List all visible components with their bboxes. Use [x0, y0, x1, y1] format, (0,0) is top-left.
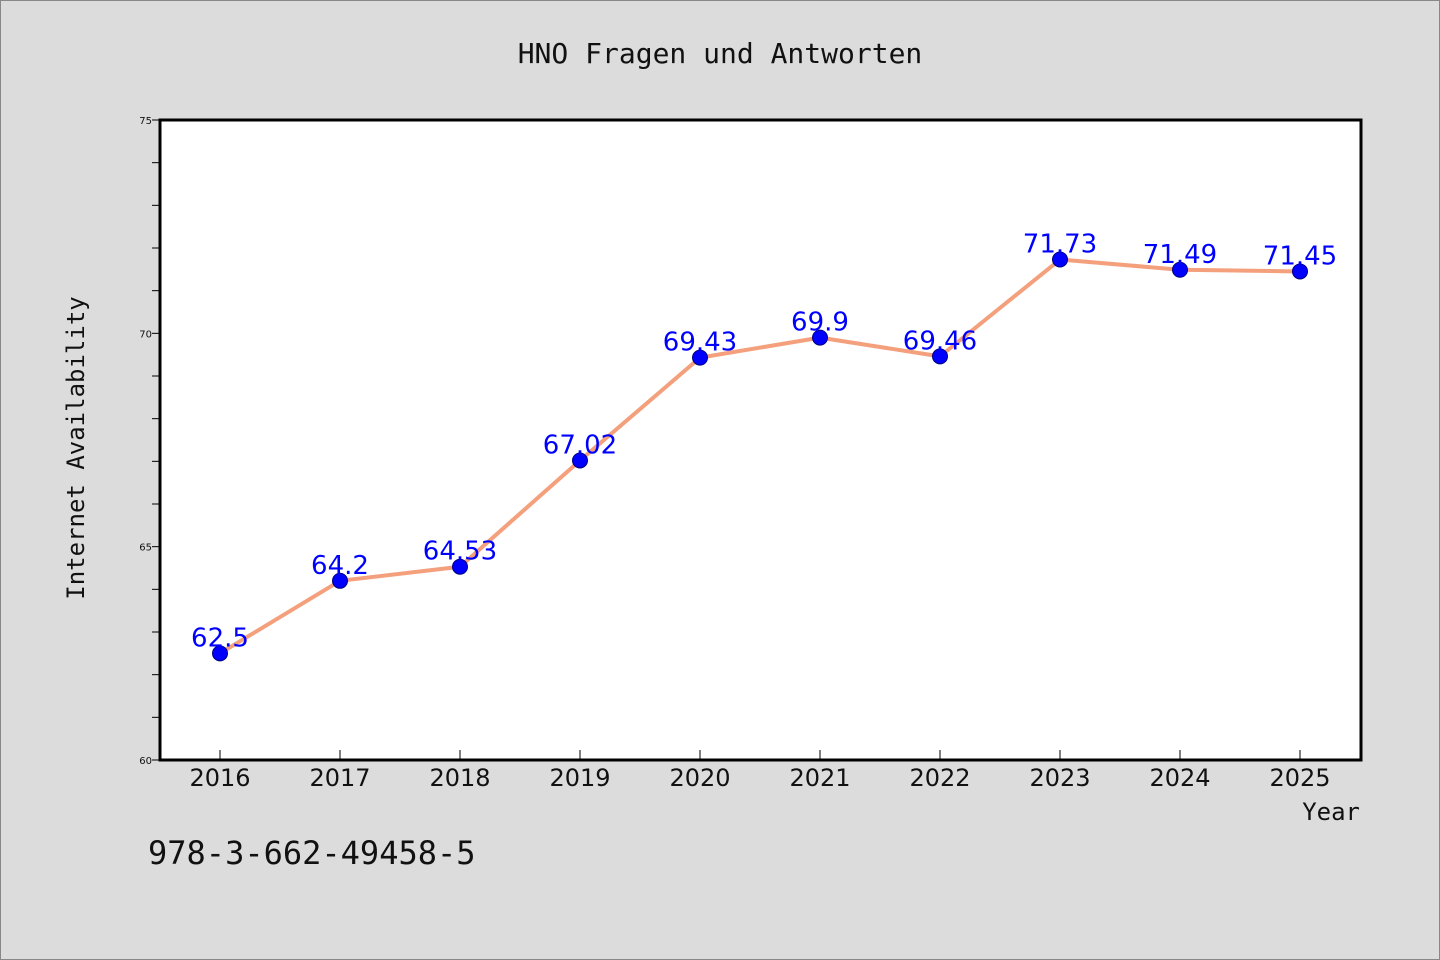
plot-area [160, 120, 1361, 760]
data-point [932, 348, 948, 365]
data-label: 71.45 [1263, 241, 1337, 271]
x-tick-label: 2018 [429, 764, 490, 792]
data-point [692, 349, 708, 366]
y-tick-label: 60 [139, 756, 152, 767]
x-tick-label: 2019 [549, 764, 610, 792]
x-tick-label: 2021 [789, 764, 850, 792]
x-tick-label: 2017 [309, 764, 370, 792]
data-label: 64.2 [311, 551, 369, 581]
data-label: 71.73 [1023, 230, 1097, 260]
y-tick-label: 70 [139, 329, 152, 340]
x-axis-ticks: 2016 2017 2018 2019 2020 2021 2022 2023 2024 2025 [189, 750, 1331, 792]
data-labels: 62.5 64.2 64.53 67.02 69.43 69.9 69.46 71.73 71.… [191, 230, 1337, 654]
data-point [452, 558, 468, 575]
data-point [1292, 263, 1308, 280]
data-point [1172, 261, 1188, 278]
chart-title: HNO Fragen und Antworten [518, 37, 923, 70]
x-axis-label: Year [1302, 798, 1360, 826]
data-label: 62.5 [191, 623, 249, 653]
data-point [812, 329, 828, 346]
y-tick-label: 75 [139, 116, 152, 127]
data-point [332, 572, 348, 589]
data-point [572, 452, 588, 469]
y-axis-label: Internet Availability [62, 296, 90, 599]
x-tick-label: 2022 [909, 764, 970, 792]
series-markers [212, 251, 1308, 662]
data-point [212, 645, 228, 662]
data-label: 71.49 [1143, 240, 1217, 270]
plot-frame [158, 118, 1363, 762]
x-tick-label: 2020 [669, 764, 730, 792]
x-tick-label: 2016 [189, 764, 250, 792]
data-label: 69.9 [791, 308, 849, 338]
y-tick-label: 65 [139, 543, 152, 554]
data-point [1052, 251, 1068, 268]
footer-isbn: 978-3-662-49458-5 [148, 834, 476, 872]
data-label: 69.43 [663, 328, 737, 358]
data-label: 69.46 [903, 326, 977, 356]
x-tick-label: 2025 [1269, 764, 1330, 792]
x-tick-label: 2023 [1029, 764, 1090, 792]
x-tick-label: 2024 [1149, 764, 1210, 792]
series-line [218, 257, 1301, 656]
data-label: 67.02 [543, 430, 617, 460]
data-label: 64.53 [423, 537, 497, 567]
